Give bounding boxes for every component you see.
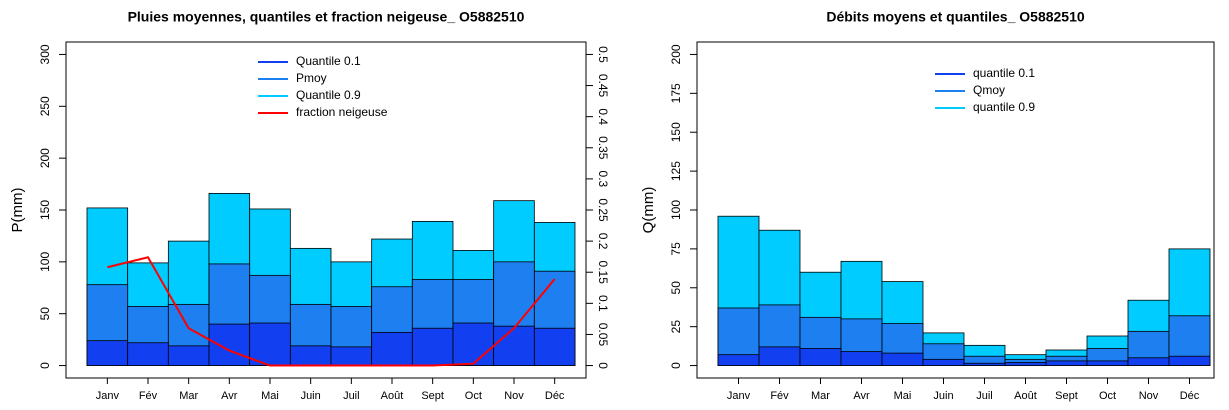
y2-tick-label: 0.2 (596, 233, 610, 250)
bar (1045, 360, 1088, 366)
bar (881, 352, 924, 366)
bar (840, 351, 883, 366)
bar (533, 327, 576, 366)
y2-tick-label: 0.25 (596, 198, 610, 222)
x-tick-label: Oct (465, 390, 482, 402)
x-tick-label: Avr (221, 390, 238, 402)
y-axis-title: Q(mm) (640, 187, 657, 234)
y-tick-label: 200 (669, 44, 683, 64)
bar (922, 358, 965, 366)
y2-tick-label: 0.5 (596, 46, 610, 63)
y-tick-label: 150 (669, 122, 683, 142)
bar (452, 322, 495, 366)
bar (371, 331, 413, 366)
x-tick-label: Déc (1180, 390, 1200, 402)
legend-label: quantile 0.1 (973, 66, 1035, 80)
y-tick-label: 0 (669, 362, 683, 369)
y-tick-label: 50 (38, 307, 52, 321)
legend-label: Quantile 0.1 (296, 54, 361, 68)
bar (127, 342, 169, 366)
y2-tick-label: 0.1 (596, 295, 610, 312)
chart-title: Débits moyens et quantiles_ O5882510 (826, 9, 1085, 25)
chart-title: Pluies moyennes, quantiles et fraction n… (128, 9, 525, 25)
x-tick-label: Oct (1099, 390, 1116, 402)
legend-label: quantile 0.9 (973, 100, 1035, 114)
bar (799, 348, 842, 366)
y-tick-label: 100 (669, 200, 683, 220)
bar (1127, 357, 1170, 366)
bar (249, 322, 291, 366)
x-tick-label: Fév (139, 390, 158, 402)
y-tick-label: 25 (669, 320, 683, 334)
x-tick-label: Sept (1055, 390, 1078, 402)
y-tick-label: 125 (669, 161, 683, 181)
y2-tick-label: 0.05 (596, 323, 610, 347)
y2-tick-label: 0.4 (596, 108, 610, 125)
bar (1086, 360, 1129, 366)
bar (330, 346, 373, 366)
y-tick-label: 200 (38, 148, 52, 168)
x-tick-label: Janv (727, 390, 751, 402)
legend-label: fraction neigeuse (296, 105, 388, 119)
bar (1168, 355, 1211, 366)
legend-label: Pmoy (296, 71, 327, 85)
legend-label: Quantile 0.9 (296, 88, 361, 102)
y2-tick-label: 0.45 (596, 74, 610, 98)
y-tick-label: 175 (669, 83, 683, 103)
x-tick-label: Déc (545, 390, 565, 402)
y-tick-label: 50 (669, 281, 683, 295)
bar (289, 345, 332, 366)
y2-tick-label: 0.35 (596, 136, 610, 160)
bar (963, 362, 1006, 366)
x-tick-label: Avr (853, 390, 870, 402)
y-tick-label: 300 (38, 44, 52, 64)
y-tick-label: 0 (38, 362, 52, 369)
x-tick-label: Mai (261, 390, 279, 402)
x-tick-label: Mar (811, 390, 830, 402)
y2-tick-label: 0.3 (596, 171, 610, 188)
bar (86, 340, 129, 366)
x-tick-label: Juil (343, 390, 360, 402)
bar (758, 346, 801, 366)
y-tick-label: 250 (38, 96, 52, 116)
x-tick-label: Juin (301, 390, 321, 402)
x-tick-label: Août (381, 390, 404, 402)
plot-frame (65, 41, 587, 379)
x-tick-label: Sept (421, 390, 444, 402)
x-tick-label: Nov (504, 390, 524, 402)
x-tick-label: Juil (976, 390, 993, 402)
y-tick-label: 150 (38, 200, 52, 220)
bar (1004, 362, 1047, 366)
x-tick-label: Mar (179, 390, 198, 402)
line (107, 256, 556, 367)
bar (493, 325, 535, 366)
bar (167, 345, 210, 366)
x-tick-label: Nov (1139, 390, 1159, 402)
y-axis-title: P(mm) (9, 188, 26, 233)
y2-tick-label: 0.15 (596, 261, 610, 285)
plot-frame (696, 41, 1215, 379)
bar (411, 327, 454, 366)
y-tick-label: 100 (38, 252, 52, 272)
bar (717, 354, 760, 366)
x-tick-label: Mai (894, 390, 912, 402)
x-tick-label: Juin (933, 390, 953, 402)
x-tick-label: Fév (770, 390, 789, 402)
y2-tick-label: 0 (596, 362, 610, 369)
bar (208, 323, 251, 366)
legend-label: Qmoy (973, 83, 1005, 97)
x-tick-label: Août (1014, 390, 1037, 402)
y-tick-label: 75 (669, 242, 683, 256)
x-tick-label: Janv (96, 390, 120, 402)
